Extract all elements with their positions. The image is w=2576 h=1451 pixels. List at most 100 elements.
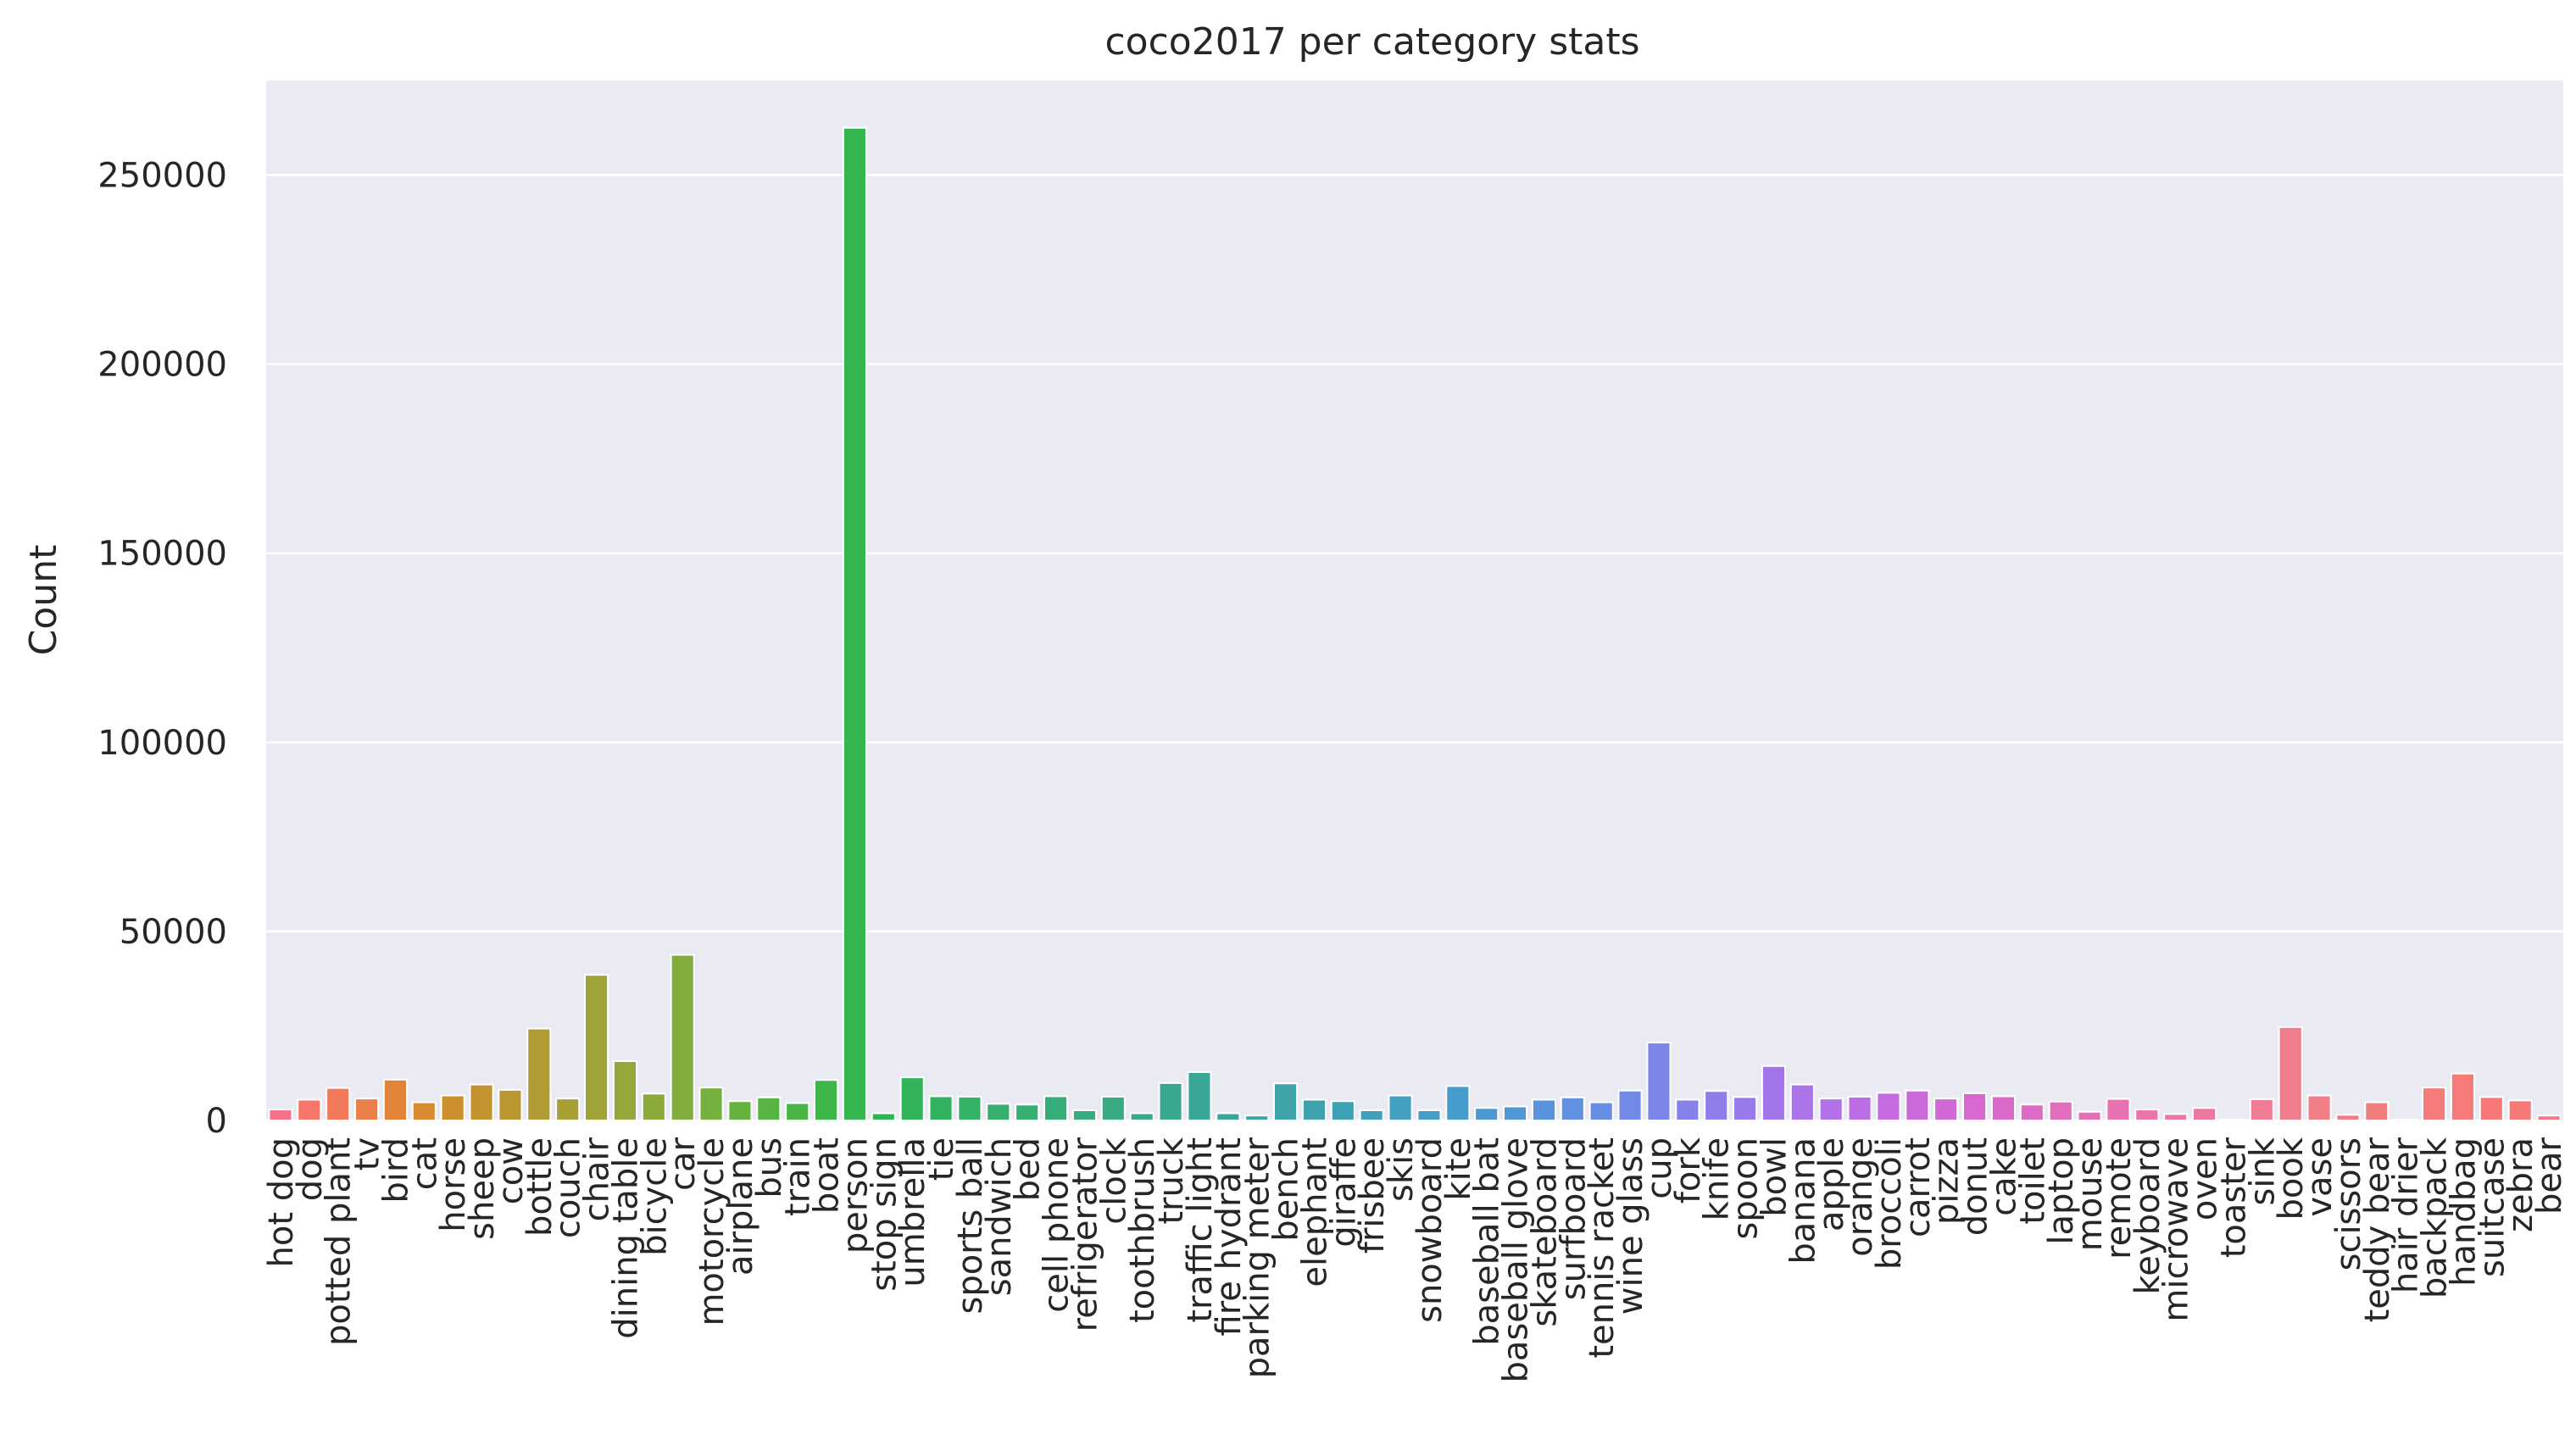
bar-dining-table [612,1059,637,1122]
bar-umbrella [899,1076,925,1121]
plot-area [266,81,2563,1120]
x-tick-label: cake [1984,1137,2023,1216]
x-tick-label: couch [549,1137,588,1238]
x-tick-label: fork [1669,1137,1708,1204]
x-tick-label: cat [405,1137,444,1190]
bar-fire-hydrant [1216,1112,1241,1122]
x-tick-label: sandwich [980,1137,1019,1296]
bar-cup [1646,1042,1672,1121]
bar-airplane [727,1100,753,1122]
bar-traffic-light [1187,1070,1212,1121]
bar-baseball-glove [1503,1105,1528,1122]
bar-bicycle [641,1092,666,1121]
x-tick-label: banana [1783,1137,1822,1265]
x-tick-label: spoon [1727,1137,1766,1240]
x-tick-label: tennis racket [1583,1137,1622,1359]
x-tick-label: motorcycle [693,1137,732,1326]
bars [268,126,2562,1122]
bar-surfboard [1560,1096,1585,1122]
x-tick-label: bowl [1755,1137,1794,1217]
x-tick-label: dining table [606,1137,645,1339]
x-tick-label: train [779,1137,818,1216]
y-axis-label: Count [22,545,65,656]
bar-giraffe [1330,1100,1355,1122]
x-tick-label: bird [376,1137,415,1204]
x-tick-label: dog [291,1137,330,1201]
bar-tv [354,1098,380,1122]
bar-bottle [526,1027,552,1121]
x-tick-label: clock [1094,1137,1133,1225]
bar-clock [1100,1095,1126,1121]
bar-pizza [1933,1098,1959,1122]
x-tick-label: book [2272,1137,2311,1220]
bar-sheep [469,1083,494,1121]
x-tick-label: donut [1956,1137,1995,1236]
bar-chair [584,974,609,1121]
x-tick-label: bench [1267,1137,1306,1242]
x-tick-label: elephant [1295,1137,1334,1287]
x-tick-label: umbrella [893,1137,932,1287]
bar-remote [2106,1098,2131,1121]
bar-train [785,1102,810,1121]
x-tick-label: broccoli [1870,1137,1909,1270]
x-tick-label: tv [348,1137,387,1170]
x-tick-label: scissors [2329,1137,2368,1270]
bar-skateboard [1531,1098,1556,1121]
x-tick-label: handbag [2444,1137,2483,1287]
bar-teddy-bear [2364,1101,2390,1121]
x-tick-label: mouse [2071,1137,2110,1251]
bar-potted-plant [325,1087,351,1122]
bar-frisbee [1359,1109,1384,1122]
x-tick-label: traffic light [1181,1137,1220,1323]
x-tick-label: car [664,1137,703,1191]
bar-stop-sign [871,1112,896,1122]
bar-tennis-racket [1588,1101,1614,1121]
x-tick-label: remote [2100,1137,2139,1259]
bar-horse [440,1094,465,1122]
x-tick-label: zebra [2501,1137,2540,1232]
x-tick-label: teddy bear [2358,1137,2397,1322]
x-tick-label: potted plant [320,1137,359,1346]
bar-cell-phone [1043,1095,1069,1121]
x-tick-label: surfboard [1554,1137,1593,1300]
x-tick-label: snowboard [1410,1137,1449,1323]
bar-knife [1704,1090,1729,1122]
bar-bus [756,1096,782,1122]
bar-skis [1388,1094,1413,1122]
x-tick-label: baseball glove [1497,1137,1536,1382]
x-tick-label: bed [1009,1137,1048,1201]
x-tick-label: baseball bat [1468,1137,1507,1346]
x-tick-label: sports ball [951,1137,990,1315]
x-tick-label: tie [922,1137,961,1181]
x-tick-label: backpack [2416,1137,2455,1298]
x-tick-label: frisbee [1353,1137,1392,1254]
bar-truck [1158,1081,1183,1122]
x-tick-label: toaster [2214,1137,2253,1258]
bar-sink [2249,1098,2274,1121]
bar-sandwich [986,1103,1011,1122]
bar-fork [1675,1098,1700,1121]
bar-oven [2192,1107,2217,1122]
x-tick-label: truck [1152,1137,1191,1224]
bar-car [670,953,695,1122]
y-axis-ticks: 0 50000 100000 150000 200000 250000 [97,157,227,1141]
y-tick-label: 0 [206,1102,227,1141]
bar-wine-glass [1617,1089,1643,1121]
bar-broccoli [1876,1092,1901,1121]
bar-sports-ball [957,1095,982,1121]
bar-scissors [2335,1114,2361,1121]
bar-cow [498,1088,523,1121]
x-tick-label: chair [578,1137,617,1221]
bar-person [842,126,867,1122]
bar-kite [1445,1085,1471,1122]
y-tick-label: 250000 [97,157,227,196]
x-tick-label: laptop [2042,1137,2081,1245]
bar-donut [1962,1092,1988,1121]
x-tick-label: refrigerator [1065,1137,1104,1331]
x-tick-label: carrot [1899,1137,1938,1237]
bar-refrigerator [1071,1109,1097,1122]
chart-title: coco2017 per category stats [1104,20,1639,64]
bar-carrot [1905,1089,1930,1121]
